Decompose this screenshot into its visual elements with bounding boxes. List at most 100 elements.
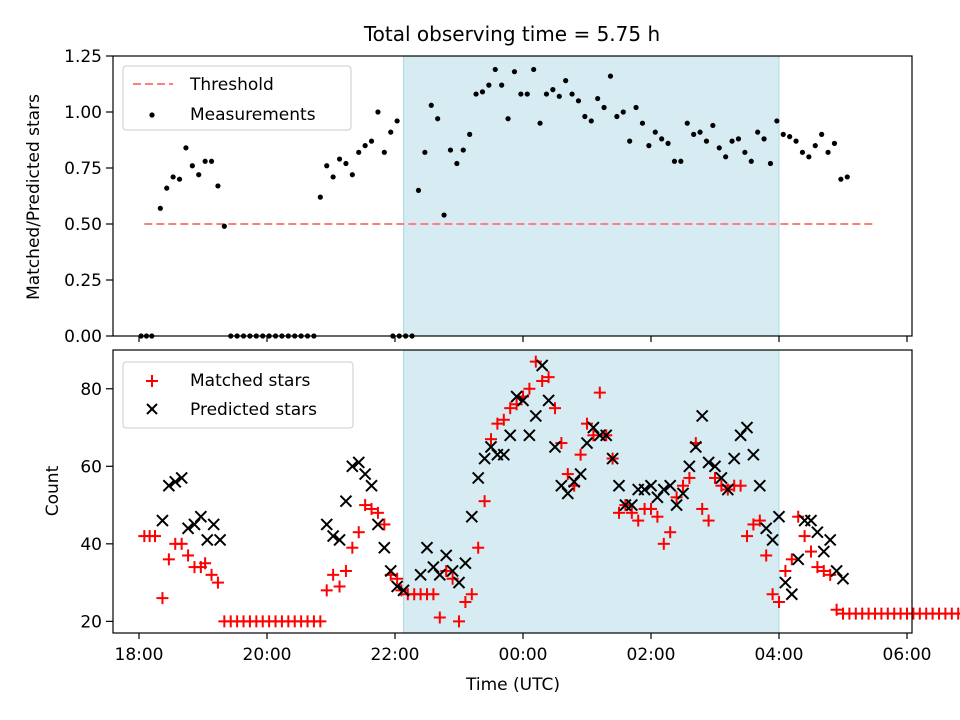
matched-star-point <box>333 580 346 593</box>
measurement-point <box>838 176 844 182</box>
matched-star-point <box>824 568 837 581</box>
predicted-star-point <box>420 541 434 554</box>
measurement-point <box>556 93 562 99</box>
matched-star-point <box>346 541 359 554</box>
top-y-tick-label: 1.00 <box>64 103 102 123</box>
matched-star-point <box>352 526 365 539</box>
matched-star-point <box>779 564 792 577</box>
predicted-star-point <box>580 436 594 450</box>
predicted-star-point <box>452 576 466 589</box>
x-tick-label: 06:00 <box>883 645 932 665</box>
predicted-star-point <box>384 564 397 578</box>
measurement-point <box>415 187 422 193</box>
measurement-point <box>761 136 767 142</box>
top-panel: Total observing time = 5.75 h 0.000.250.… <box>24 22 913 347</box>
predicted-star-point <box>804 514 818 527</box>
measurement-point <box>723 154 729 160</box>
predicted-star-point <box>721 483 735 496</box>
matched-star-point <box>952 607 960 620</box>
matched-star-point <box>581 417 593 430</box>
predicted-star-point <box>201 533 214 547</box>
predicted-star-point <box>414 568 427 582</box>
matched-star-point <box>645 502 657 515</box>
matched-star-point <box>523 382 536 395</box>
measurement-point <box>343 160 349 167</box>
predicted-star-point <box>207 518 220 531</box>
measurement-point <box>170 174 176 180</box>
predicted-star-point <box>836 572 850 585</box>
predicted-star-point <box>638 483 651 496</box>
matched-star-point <box>446 572 459 585</box>
matched-star-point <box>830 603 843 616</box>
measurement-point <box>755 129 761 135</box>
matched-star-point <box>427 588 440 601</box>
predicted-star-point <box>535 359 549 372</box>
matched-star-point <box>805 545 817 558</box>
measurement-point <box>164 185 170 191</box>
measurement-point <box>537 120 543 126</box>
predicted-star-point <box>326 529 340 543</box>
predicted-star-point <box>811 525 824 539</box>
top-y-tick-label: 0.00 <box>64 327 102 347</box>
predicted-star-point <box>439 549 453 562</box>
measurement-point <box>543 91 550 97</box>
predicted-star-point <box>471 471 485 485</box>
measurement-point <box>460 147 466 153</box>
predicted-star-point <box>169 475 182 489</box>
matched-star-point <box>753 514 766 527</box>
measurement-point <box>767 160 774 167</box>
predicted-star-point <box>759 522 773 535</box>
predicted-star-point <box>358 467 372 481</box>
matched-star-point <box>632 514 645 527</box>
top-shaded-interval <box>403 55 780 337</box>
matched-star-point <box>491 417 504 430</box>
matched-star-point <box>497 413 510 426</box>
measurement-point <box>349 172 355 178</box>
predicted-star-point <box>657 483 671 496</box>
bottom-y-tick-label: 40 <box>80 535 102 555</box>
matched-star-point <box>593 386 606 399</box>
predicted-star-point <box>433 568 447 582</box>
bottom-legend: Matched stars Predicted stars <box>122 361 354 429</box>
predicted-star-point <box>561 487 575 500</box>
predicted-star-point <box>181 522 195 535</box>
measurement-point <box>208 158 215 164</box>
bottom-y-ticks: 20 40 60 80 <box>80 380 113 632</box>
measurement-point <box>196 172 202 178</box>
predicted-star-point <box>747 448 760 461</box>
matched-star-point <box>433 611 446 624</box>
measurement-point <box>620 109 626 115</box>
predicted-star-point <box>339 494 353 508</box>
bottom-y-axis-label: Count <box>43 465 63 516</box>
matched-star-point <box>561 468 574 481</box>
bottom-legend-box <box>122 361 354 429</box>
top-series-layer <box>138 66 875 339</box>
measurement-point <box>691 131 697 137</box>
matched-star-point <box>536 375 549 388</box>
predicted-star-point <box>625 498 639 512</box>
predicted-star-point <box>548 440 562 454</box>
measurement-point <box>793 138 799 144</box>
measurement-point <box>748 158 754 164</box>
matched-star-point <box>211 576 224 589</box>
top-title: Total observing time = 5.75 h <box>363 22 660 46</box>
matched-star-point <box>510 398 523 411</box>
predicted-star-point <box>599 429 613 442</box>
measurement-point <box>375 109 381 115</box>
measurement-point <box>454 160 460 167</box>
predicted-star-point <box>523 429 536 442</box>
measurement-point <box>486 82 492 88</box>
predicted-star-point <box>465 510 479 523</box>
measurement-point <box>428 102 434 108</box>
matched-star-point <box>798 530 811 543</box>
predicted-star-point <box>766 533 779 547</box>
measurement-point <box>336 156 343 162</box>
measurement-point <box>362 143 368 149</box>
matched-star-point <box>811 561 824 574</box>
matched-star-point <box>205 568 218 581</box>
measurement-point <box>831 140 838 146</box>
predicted-star-point <box>689 440 703 454</box>
matched-star-point <box>162 553 175 566</box>
matched-star-point <box>625 506 638 519</box>
